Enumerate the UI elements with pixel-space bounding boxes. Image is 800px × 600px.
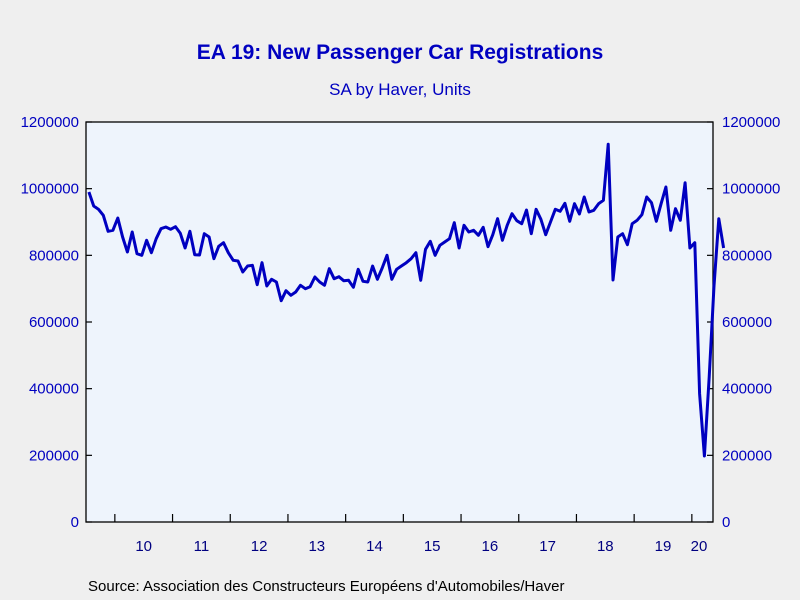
y-axis-left: 1200000 1000000 800000 600000 400000 200000 0 — [21, 114, 92, 531]
y-tick-label-left: 600000 — [29, 314, 79, 331]
x-tick-label: 10 — [135, 538, 152, 555]
series-line — [87, 142, 726, 458]
x-tick-label: 20 — [691, 538, 708, 555]
y-tick-label-left: 1000000 — [21, 181, 79, 198]
x-tick-label: 19 — [655, 538, 672, 555]
y-tick-label-right: 0 — [722, 514, 730, 531]
chart-subtitle: SA by Haver, Units — [329, 80, 471, 99]
y-tick-label-left: 800000 — [29, 247, 79, 264]
y-tick-label-right: 600000 — [722, 314, 772, 331]
x-axis: 10 11 12 13 14 15 16 17 18 19 20 — [114, 514, 708, 555]
x-tick-label: 15 — [424, 538, 441, 555]
y-tick-label-right: 800000 — [722, 247, 772, 264]
chart-title: EA 19: New Passenger Car Registrations — [197, 41, 604, 64]
y-tick-label-left: 200000 — [29, 447, 79, 464]
plot-area — [85, 121, 714, 523]
y-tick-label-right: 200000 — [722, 447, 772, 464]
x-tick-label: 12 — [251, 538, 268, 555]
y-tick-label-right: 400000 — [722, 381, 772, 398]
y-axis-right: 1200000 1000000 800000 600000 400000 200000 0 — [707, 114, 780, 531]
y-tick-label-right: 1000000 — [722, 181, 780, 198]
x-tick-label: 11 — [194, 538, 210, 555]
source-note: Source: Association des Constructeurs Eu… — [88, 578, 564, 595]
x-tick-label: 13 — [308, 538, 325, 555]
y-tick-label-left: 400000 — [29, 381, 79, 398]
y-tick-label-left: 0 — [71, 514, 79, 531]
x-tick-label: 18 — [597, 538, 614, 555]
y-tick-label-left: 1200000 — [21, 114, 79, 131]
x-tick-label: 17 — [539, 538, 556, 555]
x-tick-label: 16 — [482, 538, 499, 555]
y-tick-label-right: 1200000 — [722, 114, 780, 131]
x-tick-label: 14 — [366, 538, 383, 555]
